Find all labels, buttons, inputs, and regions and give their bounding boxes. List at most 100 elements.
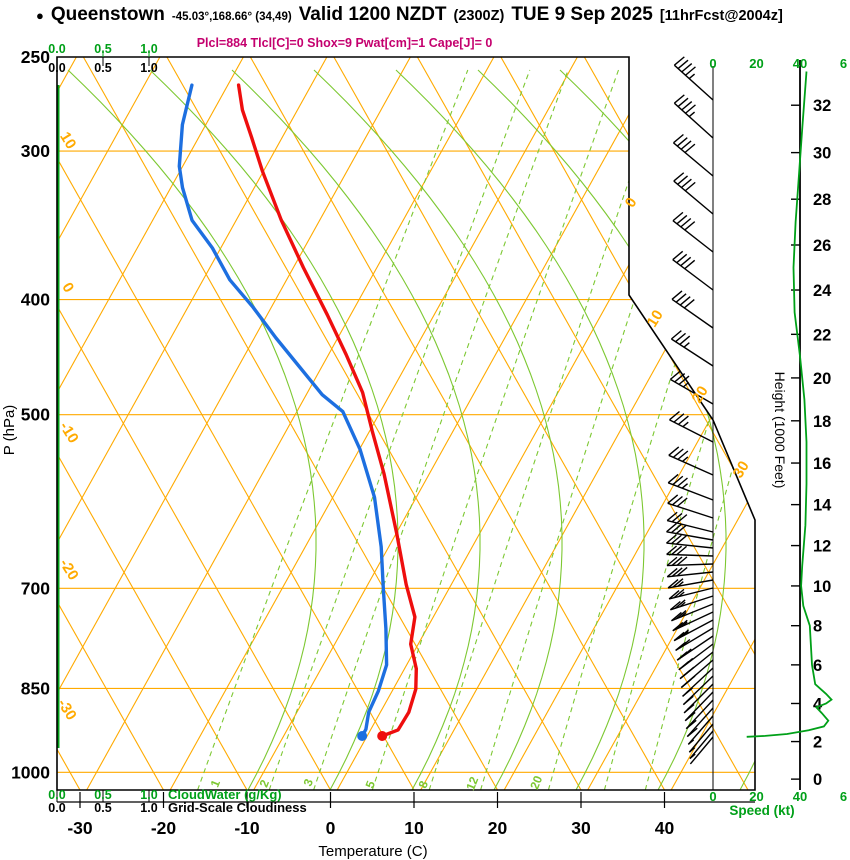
wind-barb bbox=[689, 736, 714, 765]
cloudwater-bottom-label: 0.5 bbox=[94, 788, 111, 802]
isopleth-label: 2 bbox=[257, 777, 273, 789]
wind-barb bbox=[666, 556, 714, 567]
mixing-ratio-line bbox=[313, 69, 569, 790]
station-coords: -45.03°,168.66° (34,49) bbox=[171, 11, 292, 23]
wind-barb bbox=[671, 290, 714, 329]
temperature-curve bbox=[236, 83, 418, 738]
wind-barb bbox=[667, 494, 714, 519]
wind-barb bbox=[680, 659, 714, 689]
wind-barb bbox=[672, 611, 714, 632]
cloudiness-top-label: 0.5 bbox=[94, 61, 111, 75]
pressure-tick-label: 700 bbox=[21, 578, 50, 598]
temp-tick-label: 10 bbox=[404, 818, 424, 838]
wind-barb bbox=[679, 651, 714, 680]
stability-indices: Plcl=884 Tlcl[C]=0 Shox=9 Pwat[cm]=1 Cap… bbox=[196, 36, 493, 50]
cloudwater-axis-title: CloudWater (g/Kg) bbox=[168, 787, 282, 802]
isopleth-label: 10 bbox=[644, 307, 667, 330]
wind-barbs bbox=[666, 56, 714, 765]
speed-tick-label-bottom: 0 bbox=[709, 789, 716, 804]
dry-adiabat-line bbox=[333, 57, 749, 790]
moist-adiabat-line bbox=[559, 69, 755, 790]
height-tick-label: 0 bbox=[813, 771, 822, 789]
height-tick-label: 4 bbox=[813, 695, 823, 713]
wind-barb bbox=[673, 172, 714, 215]
dry-adiabat-line bbox=[57, 57, 164, 790]
dry-adiabat-line bbox=[416, 57, 755, 790]
height-axis-title: Height (1000 Feet) bbox=[772, 372, 788, 489]
wind-barb bbox=[673, 619, 714, 642]
dry-adiabat-line bbox=[57, 57, 331, 790]
speed-tick-label-top: 6 bbox=[840, 56, 847, 71]
wind-barb bbox=[668, 587, 714, 600]
cloudwater-top-label: 0.0 bbox=[48, 42, 65, 56]
height-tick-label: 18 bbox=[813, 413, 831, 431]
moist-adiabat-line bbox=[67, 69, 317, 790]
isopleth-label: 0 bbox=[622, 195, 641, 211]
moist-adiabat-line bbox=[231, 69, 481, 790]
temp-axis-title: Temperature (C) bbox=[318, 843, 427, 860]
dry-adiabat-line bbox=[249, 57, 665, 790]
station-bullet-icon: ● bbox=[36, 8, 44, 23]
isopleth-label: 1 bbox=[208, 777, 224, 789]
moist-adiabat-line bbox=[149, 69, 399, 790]
dry-adiabat-line bbox=[166, 57, 582, 790]
height-tick-label: 32 bbox=[813, 97, 831, 115]
cloudiness-bottom-label: 0.5 bbox=[94, 801, 111, 815]
height-tick-label: 16 bbox=[813, 455, 831, 473]
wind-barb bbox=[668, 446, 714, 476]
isopleth-label: 20 bbox=[527, 773, 545, 791]
isopleth-label: 0 bbox=[58, 280, 77, 296]
mixing-ratio-line bbox=[547, 69, 755, 790]
height-tick-label: 26 bbox=[813, 237, 831, 255]
wind-barb bbox=[687, 715, 714, 745]
wind-barb bbox=[666, 522, 714, 541]
speed-axis-title: Speed (kt) bbox=[729, 803, 794, 818]
wind-barb bbox=[688, 723, 714, 753]
height-tick-label: 20 bbox=[813, 370, 831, 388]
speed-tick-label-top: 40 bbox=[793, 56, 807, 71]
pressure-axis-title: P (hPa) bbox=[1, 405, 18, 456]
height-tick-label: 6 bbox=[813, 657, 822, 675]
height-tick-label: 24 bbox=[813, 282, 832, 300]
wind-barb bbox=[684, 691, 714, 722]
speed-tick-label-bottom: 6 bbox=[840, 789, 847, 804]
mixing-ratio-line bbox=[268, 69, 531, 790]
temp-tick-label: -20 bbox=[151, 818, 177, 838]
cloudwater-top-label: 0.5 bbox=[94, 42, 111, 56]
pressure-tick-label: 300 bbox=[21, 141, 50, 161]
temp-tick-label: 20 bbox=[488, 818, 508, 838]
height-tick-label: 10 bbox=[813, 578, 831, 596]
wind-barb bbox=[686, 707, 714, 738]
wind-barb bbox=[666, 511, 714, 533]
isopleth-label: -10 bbox=[56, 419, 82, 446]
height-tick-label: 2 bbox=[813, 734, 822, 752]
wind-barb bbox=[676, 635, 714, 661]
wind-barb bbox=[673, 56, 714, 101]
wind-barb bbox=[682, 675, 714, 706]
wind-barb bbox=[666, 545, 714, 557]
wind-barb bbox=[670, 330, 714, 367]
wind-barb bbox=[666, 534, 714, 549]
wind-barb bbox=[672, 211, 714, 253]
height-tick-label: 30 bbox=[813, 145, 831, 163]
forecast-hour: [11hrFcst@2004z] bbox=[659, 8, 783, 24]
temp-tick-label: 30 bbox=[571, 818, 591, 838]
isopleth-label: 30 bbox=[730, 458, 753, 481]
cloudiness-top-label: 0.0 bbox=[48, 61, 65, 75]
height-tick-label: 8 bbox=[813, 618, 822, 636]
mixing-ratio-line bbox=[371, 69, 620, 790]
cloudiness-axis-title: Grid-Scale Cloudiness bbox=[168, 800, 307, 815]
wind-barb bbox=[672, 250, 714, 291]
wind-barb bbox=[666, 566, 714, 578]
mixing-ratio-line bbox=[428, 69, 668, 790]
wind-barb bbox=[667, 473, 714, 501]
dry-adiabat-line bbox=[82, 57, 498, 790]
cloudiness-top-label: 1.0 bbox=[140, 61, 157, 75]
wind-barb bbox=[685, 699, 714, 730]
wind-barb bbox=[678, 643, 714, 671]
dry-adiabat-line bbox=[57, 57, 248, 790]
pressure-tick-label: 500 bbox=[21, 405, 50, 425]
wind-barb bbox=[683, 683, 714, 714]
wind-barb bbox=[671, 603, 714, 622]
isopleth-label: 20 bbox=[689, 383, 712, 406]
